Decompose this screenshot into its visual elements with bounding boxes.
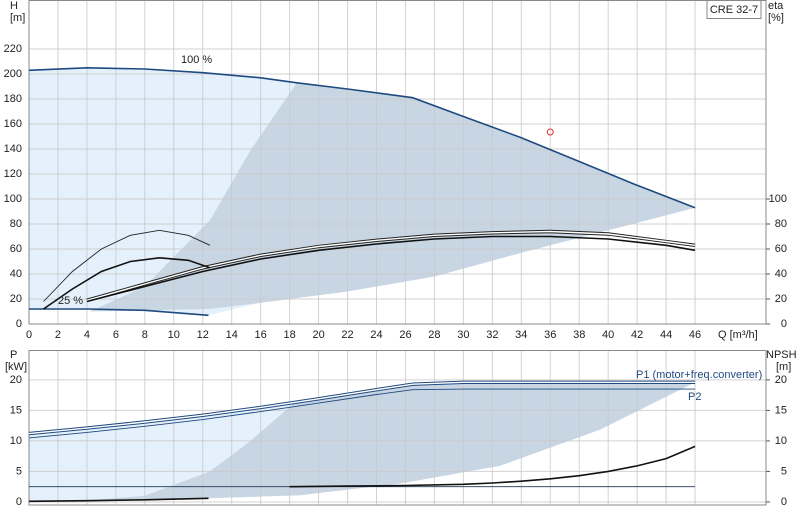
x-tick-label: 2 [55, 329, 61, 341]
y2-tick-label: 40 [775, 268, 787, 280]
y2-label: eta [768, 0, 784, 12]
y-label: H [10, 0, 18, 12]
x-tick-label: 6 [113, 329, 119, 341]
x-tick-label: 18 [284, 329, 296, 341]
y2-tick-label: 100 [769, 193, 787, 205]
x-tick-label: 32 [486, 329, 498, 341]
y-unit: [m] [10, 12, 25, 24]
y2-tick-label: 20 [775, 293, 787, 305]
curve-inner [86, 230, 696, 301]
y-tick-label: 160 [4, 118, 22, 130]
x-tick-label: 34 [515, 329, 527, 341]
y-tick-label: 80 [10, 218, 22, 230]
y-tick-label: 0 [16, 318, 22, 330]
x-tick-label: 36 [544, 329, 556, 341]
y-tick-label: 10 [10, 435, 22, 447]
x-tick-label: 38 [573, 329, 585, 341]
x-tick-label: 12 [197, 329, 209, 341]
y-tick-label: 200 [4, 68, 22, 80]
curve [86, 235, 696, 303]
x-tick-label: 14 [226, 329, 238, 341]
curve-inner [28, 381, 696, 435]
y-tick-label: 180 [4, 93, 22, 105]
x-label: Q [m³/h] [718, 329, 758, 341]
series-label: P2 [688, 391, 701, 403]
operating-area [89, 82, 696, 312]
y2-tick-label: 15 [775, 404, 787, 416]
x-tick-label: 24 [370, 329, 382, 341]
x-tick-label: 28 [428, 329, 440, 341]
series-label: P1 (motor+freq.converter) [636, 369, 762, 381]
y-tick-label: 220 [4, 43, 22, 55]
y-tick-label: 20 [10, 374, 22, 386]
title-box [706, 0, 762, 19]
curve [43, 256, 211, 310]
curve [28, 66, 696, 209]
y-tick-label: 120 [4, 168, 22, 180]
y-tick-label: 15 [10, 404, 22, 416]
x-tick-label: 26 [399, 329, 411, 341]
y2-tick-label: 80 [775, 218, 787, 230]
y2-tick-label: 5 [781, 465, 787, 477]
marker [546, 128, 554, 136]
y-label: P [10, 349, 17, 361]
y-unit: [kW] [5, 361, 27, 373]
x-tick-label: 46 [689, 329, 701, 341]
x-tick-label: 42 [631, 329, 643, 341]
x-tick-label: 40 [602, 329, 614, 341]
chart-title: CRE 32-7 [710, 4, 758, 16]
annotation: 25 % [58, 295, 83, 307]
y2-unit: [m] [776, 361, 791, 373]
x-tick-label: 10 [168, 329, 180, 341]
y-tick-label: 140 [4, 143, 22, 155]
y2-tick-label: 20 [775, 374, 787, 386]
y2-tick-label: 0 [781, 318, 787, 330]
plot-frame [28, 350, 767, 506]
y-tick-label: 100 [4, 193, 22, 205]
x-tick-label: 22 [341, 329, 353, 341]
plot-frame [28, 0, 767, 325]
x-tick-label: 0 [26, 329, 32, 341]
y-tick-label: 60 [10, 243, 22, 255]
x-tick-label: 16 [255, 329, 267, 341]
x-tick-label: 4 [84, 329, 90, 341]
x-tick-label: 20 [312, 329, 324, 341]
y-tick-label: 20 [10, 293, 22, 305]
curve [289, 445, 696, 488]
curve [43, 229, 211, 302]
annotation: 100 % [181, 54, 212, 66]
x-tick-label: 44 [660, 329, 672, 341]
curve [28, 388, 696, 439]
y2-label: NPSH [766, 349, 797, 361]
curve [29, 308, 209, 317]
x-tick-label: 8 [142, 329, 148, 341]
x-tick-label: 30 [457, 329, 469, 341]
y2-tick-label: 0 [781, 496, 787, 508]
y-tick-label: 5 [16, 465, 22, 477]
y2-tick-label: 10 [775, 435, 787, 447]
y-tick-label: 0 [16, 496, 22, 508]
y2-tick-label: 60 [775, 243, 787, 255]
y2-unit: [%] [768, 12, 784, 24]
curve [28, 497, 209, 503]
y-tick-label: 40 [10, 268, 22, 280]
